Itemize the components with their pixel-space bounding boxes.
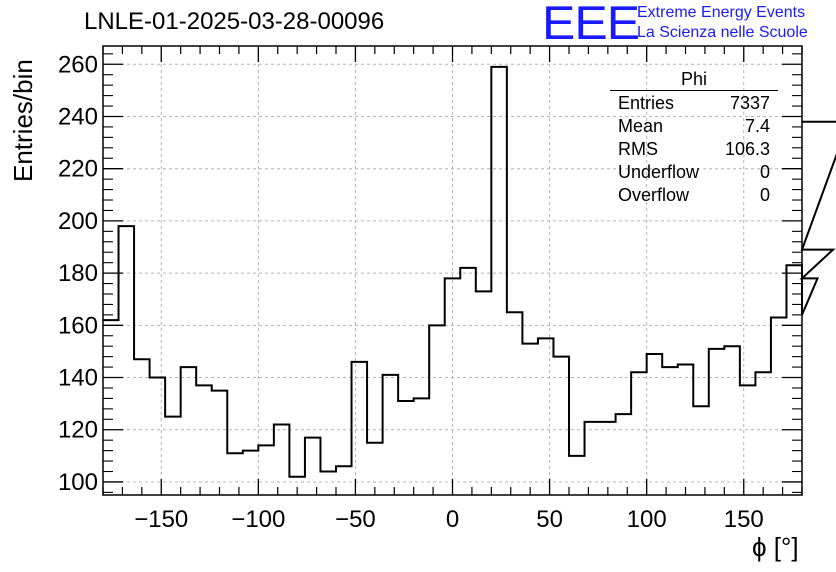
histogram-bin (196, 385, 212, 495)
stats-value: 0 (759, 185, 770, 205)
grid-lines (103, 46, 802, 495)
histogram-bin (724, 346, 740, 495)
stats-label: Entries (618, 93, 675, 113)
y-tick-label: 260 (58, 51, 98, 78)
histogram-step-line (103, 65, 836, 478)
eee-logo: EEE (542, 0, 640, 50)
histogram-bin (616, 414, 632, 495)
histogram-bin (258, 445, 274, 495)
x-tick-label: 0 (446, 506, 459, 533)
x-tick-label: −100 (231, 506, 285, 533)
stats-value: 7337 (729, 93, 770, 113)
logo-caption-line1: Extreme Energy Events (637, 4, 806, 21)
stats-row-entries: Entries 7337 (610, 92, 778, 115)
histogram-bin (181, 367, 197, 495)
x-axis-label: ϕ [°] (752, 532, 799, 562)
y-tick-label: 240 (58, 103, 98, 130)
histogram-bin (320, 472, 336, 495)
histogram-bin (755, 372, 771, 495)
x-tick-label: 50 (536, 506, 563, 533)
stats-value: 0 (759, 162, 770, 182)
y-tick-label: 120 (58, 417, 98, 444)
y-tick-label: 160 (58, 312, 98, 339)
stats-row-overflow: Overflow 0 (610, 184, 778, 207)
histogram-bin (429, 325, 445, 495)
stats-box: Phi Entries 7337 Mean 7.4 RMS 106.3 Unde… (610, 68, 778, 207)
axis-tick-labels: −150 −100 −50 0 50 100 150 100 120 140 160 180 200 22… (58, 51, 764, 533)
histogram-bin (352, 362, 368, 495)
histogram-bin (305, 438, 321, 495)
histogram-bin (445, 278, 461, 495)
y-tick-label: 100 (58, 469, 98, 496)
histogram-bin (585, 422, 601, 495)
stats-label: Overflow (618, 185, 690, 205)
histogram-bin (134, 359, 150, 495)
histogram-bin (647, 354, 663, 495)
stats-value: 106.3 (724, 139, 770, 159)
axis-ticks (102, 46, 803, 495)
histogram-bin (693, 406, 709, 495)
histogram-bin (600, 422, 616, 495)
stats-label: RMS (618, 139, 658, 159)
histogram-bin (274, 425, 290, 495)
stats-row-underflow: Underflow 0 (610, 161, 778, 184)
histogram-bin (212, 391, 228, 495)
y-tick-label: 200 (58, 208, 98, 235)
y-tick-label: 180 (58, 260, 98, 287)
histogram-bin (709, 349, 725, 495)
histogram-bin (398, 401, 414, 495)
stats-label: Mean (618, 116, 664, 136)
stats-box-title: Phi (680, 69, 707, 89)
histogram-bin (165, 417, 181, 495)
histogram-bin (678, 364, 694, 495)
histogram-bin (553, 357, 569, 495)
y-axis-label: Entries/bin (8, 59, 38, 182)
histogram-bin (740, 385, 756, 495)
histogram-bin (119, 226, 135, 495)
histogram-bin (476, 291, 492, 495)
plot-title: LNLE-01-2025-03-28-00096 (84, 8, 385, 35)
stats-value: 7.4 (744, 116, 770, 136)
x-tick-label: −150 (134, 506, 188, 533)
histogram-bin (336, 466, 352, 495)
histogram-bin (771, 317, 787, 495)
histogram-bin (460, 268, 476, 495)
stats-row-mean: Mean 7.4 (610, 115, 778, 138)
x-tick-label: 100 (627, 506, 667, 533)
x-tick-label: 150 (724, 506, 764, 533)
histogram-bin (491, 67, 507, 495)
histogram-series (103, 65, 836, 495)
histogram-bin (522, 344, 538, 495)
stats-box-divider (610, 90, 778, 91)
histogram-bin (243, 451, 259, 495)
y-tick-label: 140 (58, 365, 98, 392)
histogram-bin (150, 378, 166, 495)
histogram-bin (662, 367, 678, 495)
histogram-bin (569, 456, 585, 495)
histogram-bin (538, 338, 554, 495)
histogram-bin (383, 375, 399, 495)
histogram-bin (414, 398, 430, 495)
stats-row-rms: RMS 106.3 (610, 138, 778, 161)
stats-label: Underflow (618, 162, 700, 182)
logo-caption-line2: La Scienza nelle Scuole (637, 24, 808, 41)
histogram-bin (507, 312, 523, 495)
y-tick-label: 220 (58, 156, 98, 183)
x-tick-label: −50 (335, 506, 376, 533)
histogram-bin (227, 453, 243, 495)
histogram-bin (631, 372, 647, 495)
